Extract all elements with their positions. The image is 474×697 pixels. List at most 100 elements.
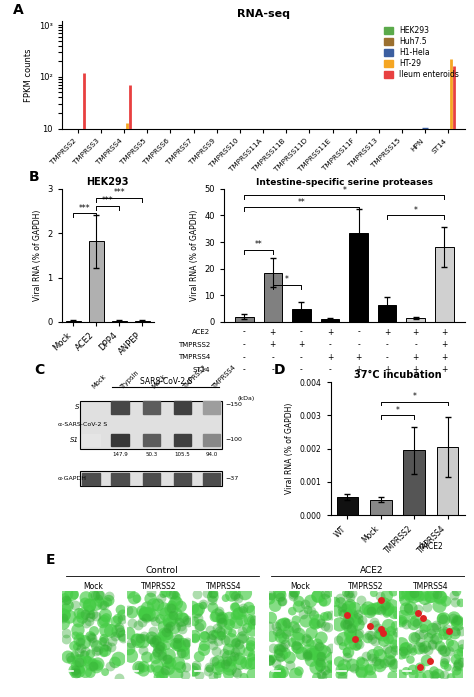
Bar xyxy=(235,316,254,322)
Text: -: - xyxy=(328,365,331,374)
Text: *: * xyxy=(342,186,346,194)
Bar xyxy=(173,401,191,414)
Text: D: D xyxy=(274,362,286,377)
Bar xyxy=(349,233,368,322)
Bar xyxy=(435,247,454,322)
Bar xyxy=(111,401,129,414)
Bar xyxy=(264,273,282,322)
Text: -: - xyxy=(272,353,274,362)
Text: B: B xyxy=(29,169,40,183)
Bar xyxy=(111,434,129,446)
Text: -: - xyxy=(357,328,360,337)
Y-axis label: Viral RNA (% of GAPDH): Viral RNA (% of GAPDH) xyxy=(285,403,294,494)
Text: *: * xyxy=(285,275,289,284)
Text: ***: *** xyxy=(79,204,91,213)
Text: +: + xyxy=(441,365,447,374)
Bar xyxy=(378,305,396,322)
Text: -: - xyxy=(243,328,246,337)
Text: -: - xyxy=(386,353,389,362)
Text: -: - xyxy=(357,340,360,349)
Bar xyxy=(203,434,220,446)
Text: Control: Control xyxy=(146,567,179,575)
Text: +: + xyxy=(441,340,447,349)
Text: α-GAPDH: α-GAPDH xyxy=(58,476,87,481)
Text: 94.0: 94.0 xyxy=(206,452,218,457)
Text: (kDa): (kDa) xyxy=(237,396,254,401)
Text: *: * xyxy=(414,206,418,215)
Text: ACE2: ACE2 xyxy=(360,567,383,575)
Bar xyxy=(82,473,100,484)
Text: -: - xyxy=(272,365,274,374)
Text: *: * xyxy=(396,406,400,415)
Bar xyxy=(111,473,129,484)
Text: +: + xyxy=(384,328,390,337)
Text: +: + xyxy=(327,328,333,337)
Text: hACE2: hACE2 xyxy=(419,542,443,551)
Title: 37°C incubation: 37°C incubation xyxy=(354,370,441,380)
Text: -: - xyxy=(300,328,303,337)
Text: TMPRSS2: TMPRSS2 xyxy=(182,364,209,390)
Bar xyxy=(406,318,425,322)
Text: -: - xyxy=(300,353,303,362)
Text: ST14: ST14 xyxy=(192,367,210,373)
Text: Trypsin: Trypsin xyxy=(120,369,141,390)
Bar xyxy=(89,241,104,322)
Text: +: + xyxy=(441,328,447,337)
Bar xyxy=(135,321,150,322)
Text: +: + xyxy=(412,328,419,337)
Text: S: S xyxy=(75,404,79,411)
Bar xyxy=(203,473,220,484)
Text: 147.9: 147.9 xyxy=(112,452,128,457)
Y-axis label: Viral RNA (% of GAPDH): Viral RNA (% of GAPDH) xyxy=(33,210,42,301)
Bar xyxy=(66,321,81,322)
Bar xyxy=(143,434,160,446)
Text: α-SARS-CoV-2 S: α-SARS-CoV-2 S xyxy=(58,422,107,427)
Text: +: + xyxy=(412,365,419,374)
Text: +: + xyxy=(356,365,362,374)
Text: +: + xyxy=(270,328,276,337)
Text: -: - xyxy=(328,340,331,349)
Text: −100: −100 xyxy=(225,438,242,443)
Text: SARS-CoV-2 S: SARS-CoV-2 S xyxy=(140,376,192,385)
Bar xyxy=(173,473,191,484)
Bar xyxy=(337,497,358,515)
Text: 50.3: 50.3 xyxy=(145,452,157,457)
Bar xyxy=(370,500,392,515)
Title: HEK293: HEK293 xyxy=(87,176,129,187)
Bar xyxy=(82,434,100,446)
Text: ***: *** xyxy=(114,188,125,197)
Text: E: E xyxy=(46,553,55,567)
Text: -: - xyxy=(243,353,246,362)
Text: A: A xyxy=(13,3,24,17)
Text: +: + xyxy=(270,340,276,349)
Bar xyxy=(403,450,425,515)
Text: -: - xyxy=(386,340,389,349)
Text: **: ** xyxy=(298,198,305,207)
Text: C: C xyxy=(34,362,45,377)
Text: Mock: Mock xyxy=(91,374,107,390)
Text: +: + xyxy=(298,340,305,349)
Bar xyxy=(203,401,220,414)
Text: -: - xyxy=(243,340,246,349)
Title: Intestine-specific serine proteases: Intestine-specific serine proteases xyxy=(256,178,433,187)
Text: TMPRSS2: TMPRSS2 xyxy=(178,342,210,348)
Text: +: + xyxy=(441,353,447,362)
Text: -: - xyxy=(243,365,246,374)
Bar xyxy=(173,434,191,446)
Bar xyxy=(321,319,339,322)
Text: 105.5: 105.5 xyxy=(174,452,191,457)
Text: −37: −37 xyxy=(225,476,238,481)
Bar xyxy=(437,447,458,515)
Text: ***: *** xyxy=(102,196,114,205)
Legend: HEK293, Huh7.5, H1-Hela, HT-29, Ileum enteroids: HEK293, Huh7.5, H1-Hela, HT-29, Ileum en… xyxy=(383,24,461,80)
Y-axis label: Viral RNA (% of GAPDH): Viral RNA (% of GAPDH) xyxy=(190,210,199,301)
Title: RNA-seq: RNA-seq xyxy=(237,9,290,19)
Bar xyxy=(143,473,160,484)
Bar xyxy=(80,471,222,486)
Text: +: + xyxy=(384,365,390,374)
Text: −150: −150 xyxy=(225,402,242,407)
Bar xyxy=(112,321,127,322)
Text: -: - xyxy=(300,365,303,374)
Text: ACE2: ACE2 xyxy=(192,329,210,335)
Text: TMPRSS4: TMPRSS4 xyxy=(212,364,238,390)
